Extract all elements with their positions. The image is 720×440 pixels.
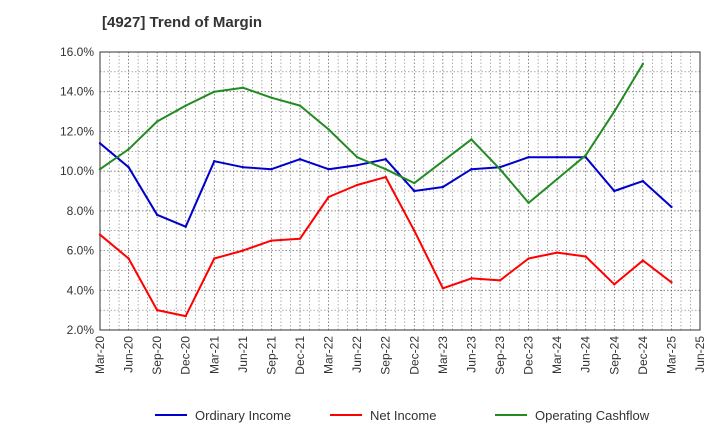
- ordinary-income-point: [155, 213, 159, 217]
- net-income-point: [270, 239, 273, 242]
- x-tick-label: Mar-21: [207, 336, 221, 374]
- net-income-legend-label: Net Income: [370, 408, 436, 423]
- net-income-point: [98, 233, 102, 236]
- operating-cashflow-point: [355, 156, 359, 159]
- ordinary-income-point: [213, 160, 216, 163]
- ordinary-income-point: [270, 167, 273, 171]
- ordinary-income-point: [241, 165, 245, 169]
- net-income-point: [584, 255, 587, 258]
- net-income-point: [470, 277, 473, 280]
- x-tick-label: Dec-24: [636, 336, 650, 375]
- net-income-point: [355, 183, 359, 187]
- y-tick-label: 2.0%: [67, 323, 95, 337]
- operating-cashflow-point: [184, 104, 187, 107]
- net-income-point: [298, 237, 302, 240]
- ordinary-income-point: [641, 179, 645, 183]
- x-tick-label: Jun-20: [122, 336, 136, 373]
- ordinary-income-point: [355, 163, 359, 167]
- operating-cashflow-point: [98, 167, 102, 171]
- x-tick-label: Dec-22: [407, 336, 421, 375]
- x-tick-label: Mar-24: [550, 336, 564, 374]
- ordinary-income-point: [413, 189, 416, 193]
- x-tick-label: Jun-23: [464, 336, 478, 373]
- operating-cashflow-point: [155, 120, 159, 123]
- x-tick-label: Jun-25: [693, 336, 707, 373]
- net-income-point: [641, 259, 645, 262]
- x-tick-label: Sep-24: [607, 336, 621, 375]
- ordinary-income-point: [470, 167, 473, 171]
- operating-cashflow-point: [584, 154, 587, 157]
- x-tick-label: Jun-21: [236, 336, 250, 373]
- net-income-point: [213, 257, 216, 260]
- x-tick-label: Dec-20: [179, 336, 193, 375]
- x-tick-label: Dec-21: [293, 336, 307, 375]
- x-tick-label: Jun-22: [350, 336, 364, 373]
- x-tick-label: Mar-25: [664, 336, 678, 374]
- chart-title: [4927] Trend of Margin: [102, 14, 263, 31]
- net-income-point: [241, 249, 245, 252]
- ordinary-income-point: [441, 185, 445, 189]
- x-tick-label: Sep-23: [493, 336, 507, 375]
- operating-cashflow-point: [413, 181, 416, 185]
- operating-cashflow-point: [527, 201, 530, 205]
- y-tick-label: 16.0%: [60, 45, 94, 59]
- ordinary-income-point: [184, 225, 187, 228]
- x-tick-label: Jun-24: [579, 336, 593, 373]
- net-income-point: [155, 308, 159, 312]
- operating-cashflow-point: [298, 104, 302, 107]
- ordinary-income-point: [127, 165, 130, 169]
- y-tick-label: 8.0%: [67, 204, 95, 218]
- x-tick-label: Mar-20: [93, 336, 107, 374]
- operating-cashflow-point: [470, 138, 473, 141]
- y-tick-label: 14.0%: [60, 85, 94, 99]
- ordinary-income-point: [384, 158, 387, 161]
- ordinary-income-point: [98, 142, 102, 145]
- operating-cashflow-point: [270, 96, 273, 99]
- operating-cashflow-point: [641, 62, 645, 66]
- plot-area: [100, 52, 700, 330]
- net-income-point: [184, 314, 187, 318]
- net-income-point: [498, 279, 502, 282]
- operating-cashflow-point: [327, 128, 330, 131]
- operating-cashflow-point: [213, 90, 216, 93]
- ordinary-income-point: [555, 156, 559, 159]
- x-tick-label: Dec-23: [522, 336, 536, 375]
- ordinary-income-point: [670, 205, 673, 209]
- net-income-point: [441, 287, 445, 290]
- ordinary-income-point: [527, 156, 530, 159]
- operating-cashflow-point: [555, 177, 559, 181]
- net-income-point: [670, 281, 673, 284]
- y-tick-label: 10.0%: [60, 164, 94, 178]
- operating-cashflow-point: [441, 160, 445, 163]
- net-income-point: [327, 195, 330, 199]
- net-income-point: [613, 283, 616, 286]
- net-income-point: [384, 175, 387, 179]
- ordinary-income-point: [327, 167, 330, 171]
- operating-cashflow-line: [99, 63, 644, 204]
- operating-cashflow-point: [613, 110, 616, 113]
- net-income-point: [413, 229, 416, 232]
- x-tick-label: Mar-23: [436, 336, 450, 374]
- net-income-point: [527, 257, 530, 260]
- operating-cashflow-point: [241, 86, 245, 89]
- y-tick-label: 6.0%: [67, 244, 95, 258]
- ordinary-income-point: [613, 189, 616, 193]
- ordinary-income-legend-label: Ordinary Income: [195, 408, 291, 423]
- operating-cashflow-point: [384, 167, 387, 171]
- x-tick-label: Mar-22: [322, 336, 336, 374]
- x-tick-label: Sep-21: [264, 336, 278, 375]
- operating-cashflow-point: [127, 148, 130, 151]
- y-tick-label: 12.0%: [60, 124, 94, 138]
- operating-cashflow-legend-label: Operating Cashflow: [535, 408, 650, 423]
- net-income-point: [555, 251, 559, 254]
- net-income-point: [127, 257, 130, 260]
- y-tick-label: 4.0%: [67, 283, 95, 297]
- operating-cashflow-point: [498, 167, 502, 171]
- x-tick-label: Sep-22: [379, 336, 393, 375]
- plot-frame: [99, 51, 701, 331]
- ordinary-income-point: [298, 158, 302, 161]
- x-tick-label: Sep-20: [150, 336, 164, 375]
